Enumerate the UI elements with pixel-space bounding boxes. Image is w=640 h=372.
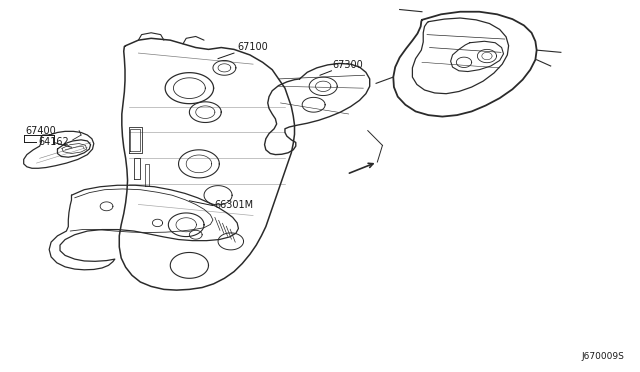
Text: J670009S: J670009S — [582, 352, 625, 361]
Text: 67400: 67400 — [26, 126, 56, 137]
Text: 64162: 64162 — [38, 137, 69, 147]
Text: 67300: 67300 — [333, 60, 364, 70]
Text: 67100: 67100 — [237, 42, 268, 52]
Text: 66301M: 66301M — [215, 200, 254, 210]
